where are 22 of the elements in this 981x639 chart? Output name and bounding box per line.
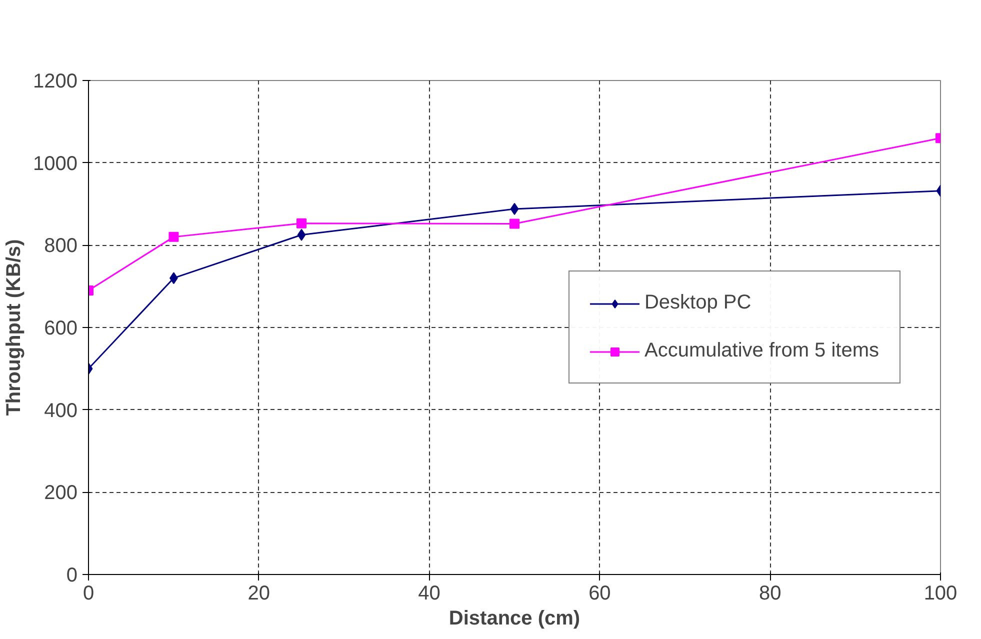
y-axis-title: Throughput (KB/s) — [3, 239, 26, 416]
point — [168, 232, 179, 242]
y-tick-label: 800 — [44, 235, 78, 258]
y-tick-label: 600 — [44, 318, 78, 340]
y-tick-label: 0 — [66, 564, 78, 586]
y-tick-label: 1000 — [33, 152, 78, 175]
x-tick-label: 0 — [82, 582, 94, 604]
point — [297, 228, 306, 241]
x-axis-title: Distance (cm) — [448, 608, 580, 630]
x-tick-label: 40 — [418, 582, 440, 604]
y-tick-label: 200 — [44, 482, 78, 504]
y-tick-label: 400 — [44, 400, 78, 422]
point — [296, 218, 306, 228]
point — [510, 202, 519, 215]
x-tick-label: 20 — [248, 582, 270, 604]
x-tick-label: 60 — [588, 582, 611, 604]
y-tick-label: 1200 — [33, 70, 78, 92]
legend-label: Desktop PC — [644, 292, 752, 314]
legend-label: Accumulative from 5 items — [644, 340, 879, 362]
x-tick-label: 100 — [924, 582, 958, 604]
x-tick-label: 80 — [758, 582, 782, 604]
point — [510, 218, 520, 229]
